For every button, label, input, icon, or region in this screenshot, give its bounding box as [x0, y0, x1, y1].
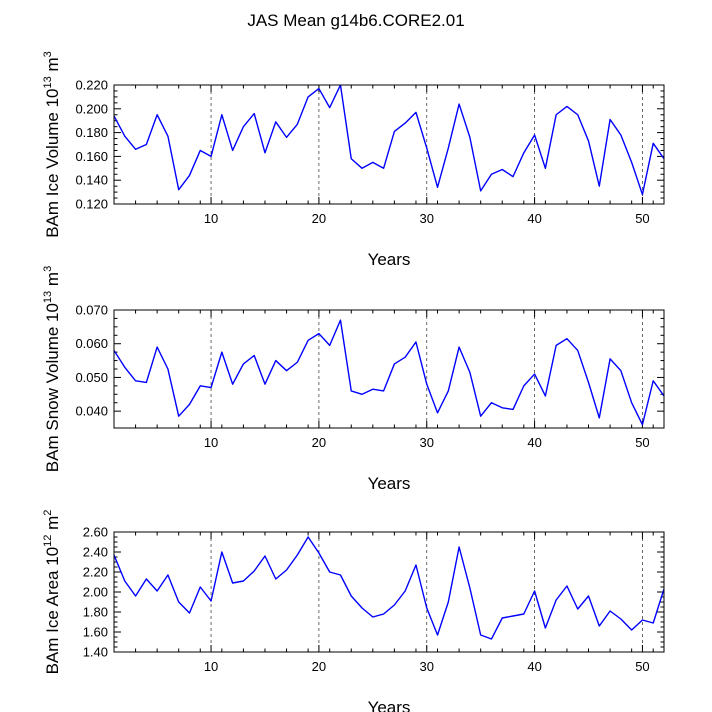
plot-frame	[113, 84, 665, 205]
x-tick-label: 20	[312, 211, 326, 226]
panel-3: 10 20 30 40 50 1.40 1.60 1.80 2.00 2.20 2.40 2.60 Ye…	[42, 510, 665, 712]
panel-2: 10 20 30 40 50 0.040 0.050 0.060 0.070 Years BAm S…	[42, 266, 665, 493]
plot-frame	[113, 531, 665, 653]
y-axis-label-text: BAm Snow Volume 10	[43, 303, 62, 472]
y-tick-label: 2.60	[83, 525, 108, 540]
x-tick-label: 50	[635, 211, 649, 226]
y-tick-label: 0.220	[75, 78, 108, 93]
x-tick-label: 30	[420, 435, 434, 450]
x-axis-label: Years	[368, 250, 411, 269]
y-axis-label-superscript: 3	[42, 51, 54, 57]
y-axis-label-text: BAm Ice Area 10	[43, 547, 62, 675]
panel-1: 10 20 30 40 50 0.120 0.140 0.160 0.180 0.200 0.220…	[42, 51, 665, 269]
panels: 10 20 30 40 50 0.120 0.140 0.160 0.180 0.200 0.220…	[42, 51, 665, 712]
y-axis-label-superscript: 13	[42, 291, 54, 303]
series-line-1	[114, 85, 664, 196]
x-tick-label: 50	[635, 659, 649, 674]
y-axis-label-text: m	[43, 57, 62, 76]
x-axis-label: Years	[368, 474, 411, 493]
x-tick-label: 20	[312, 435, 326, 450]
x-tick-label: 20	[312, 659, 326, 674]
y-axis-label: BAm Ice Area 1012 m2	[42, 510, 62, 675]
x-tick-label: 40	[527, 435, 541, 450]
y-tick-label: 1.40	[83, 645, 108, 660]
y-tick-label: 0.060	[75, 336, 108, 351]
y-axis-label: BAm Snow Volume 1013 m3	[42, 266, 62, 472]
x-tick-label: 10	[204, 211, 218, 226]
y-tick-label: 2.00	[83, 585, 108, 600]
x-tick-label: 50	[635, 435, 649, 450]
x-tick-label: 30	[420, 211, 434, 226]
y-tick-label: 0.180	[75, 125, 108, 140]
y-tick-label: 0.160	[75, 149, 108, 164]
x-tick-label: 30	[420, 659, 434, 674]
y-tick-label: 2.40	[83, 545, 108, 560]
y-tick-label: 1.60	[83, 625, 108, 640]
x-tick-label: 10	[204, 435, 218, 450]
y-tick-label: 0.120	[75, 197, 108, 212]
y-tick-label: 0.070	[75, 303, 108, 318]
y-axis-label-superscript: 13	[42, 76, 54, 88]
y-axis-label: BAm Ice Volume 1013 m3	[42, 51, 62, 238]
y-tick-label: 0.200	[75, 101, 108, 116]
y-axis-label-text: m	[43, 516, 62, 535]
y-tick-label: 0.050	[75, 370, 108, 385]
series-line-2	[114, 319, 664, 426]
series-line-3	[114, 536, 664, 640]
y-axis-label-superscript: 12	[42, 535, 54, 547]
x-tick-label: 40	[527, 211, 541, 226]
y-axis-label-text: m	[43, 272, 62, 291]
y-axis-label-superscript: 3	[42, 266, 54, 272]
chart-title: JAS Mean g14b6.CORE2.01	[247, 11, 464, 30]
y-tick-label: 1.80	[83, 605, 108, 620]
y-tick-label: 0.040	[75, 404, 108, 419]
plot-frame	[113, 309, 665, 429]
y-tick-label: 2.20	[83, 565, 108, 580]
x-tick-label: 10	[204, 659, 218, 674]
y-axis-label-text: BAm Ice Volume 10	[43, 88, 62, 237]
y-axis-label-superscript: 2	[42, 510, 54, 516]
x-axis-label: Years	[368, 698, 411, 712]
x-tick-label: 40	[527, 659, 541, 674]
y-tick-label: 0.140	[75, 173, 108, 188]
